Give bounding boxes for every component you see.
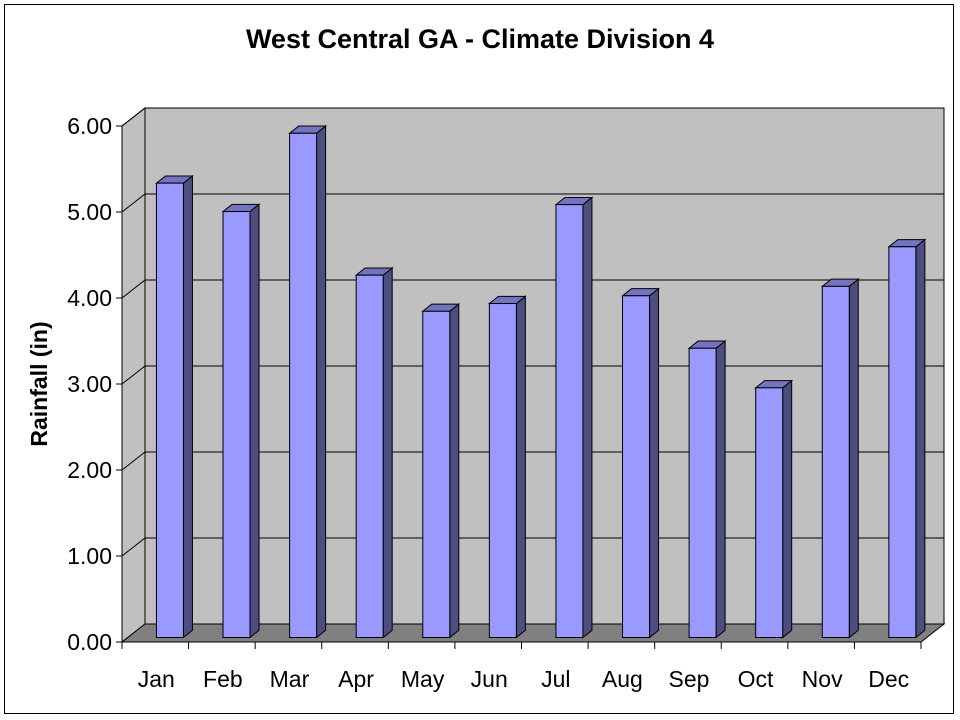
bar-side xyxy=(182,174,193,639)
bar-front xyxy=(555,204,584,638)
bar-side xyxy=(316,125,327,639)
bar xyxy=(554,196,594,639)
bar-front xyxy=(289,132,318,638)
bars xyxy=(155,125,927,639)
bar-side xyxy=(915,238,926,639)
gridlines xyxy=(121,107,944,557)
bar-side xyxy=(515,295,526,639)
x-tick-label: Apr xyxy=(338,666,374,692)
x-tick-label: Dec xyxy=(868,666,909,692)
gridline xyxy=(121,537,944,557)
y-tick-label: 0.00 xyxy=(67,629,112,655)
bar xyxy=(487,295,527,639)
bar xyxy=(887,238,927,639)
bar-front xyxy=(888,246,917,638)
gridline xyxy=(121,107,944,127)
bar-front xyxy=(422,310,451,638)
x-tick-label: Sep xyxy=(668,666,709,692)
x-tick-label: Jun xyxy=(471,666,508,692)
bar-side xyxy=(449,303,460,639)
x-tick-label: Jan xyxy=(138,666,175,692)
y-tick-label: 1.00 xyxy=(67,543,112,569)
x-tick-label: May xyxy=(401,666,445,692)
bar-side xyxy=(249,203,260,639)
x-tick-label: Mar xyxy=(270,666,310,692)
x-tick-label: Feb xyxy=(203,666,243,692)
bar-front xyxy=(688,347,717,638)
axes xyxy=(116,125,922,649)
y-tick-label: 6.00 xyxy=(67,113,112,139)
bar-front xyxy=(355,274,384,638)
chart-title: West Central GA - Climate Division 4 xyxy=(246,24,714,54)
bar xyxy=(354,266,394,639)
bar-side xyxy=(382,266,393,639)
bar xyxy=(687,340,727,639)
bar-side xyxy=(649,287,660,639)
bar xyxy=(288,125,328,639)
bar-front xyxy=(155,182,184,638)
bar-front xyxy=(488,303,517,638)
bar-side xyxy=(582,196,593,639)
y-tick-label: 5.00 xyxy=(67,199,112,225)
gridline xyxy=(121,279,944,299)
bar xyxy=(621,287,660,639)
bar xyxy=(155,174,194,639)
y-axis-label: Rainfall (in) xyxy=(26,321,52,446)
gridline xyxy=(121,451,944,471)
bar xyxy=(221,203,261,639)
x-tick-labels: Jan Feb Mar Apr May Jun Jul Aug Sep Oct Nov Dec xyxy=(138,666,909,692)
bar-front xyxy=(622,295,651,638)
bar-front xyxy=(755,387,784,638)
y-tick-labels: 0.00 1.00 2.00 3.00 4.00 5.00 6.00 xyxy=(67,113,112,655)
bar-front xyxy=(821,285,850,638)
chart-frame xyxy=(4,4,954,714)
bar-side xyxy=(782,379,793,639)
bar-side xyxy=(715,340,726,639)
x-tick-label: Jul xyxy=(541,666,570,692)
bar xyxy=(820,278,860,639)
x-tick-label: Oct xyxy=(738,666,774,692)
gridline xyxy=(121,365,944,385)
x-tick-label: Nov xyxy=(802,666,843,692)
bar xyxy=(754,379,794,639)
y-tick-label: 4.00 xyxy=(67,285,112,311)
bar xyxy=(421,303,461,639)
y-tick-label: 3.00 xyxy=(67,371,112,397)
gridline xyxy=(121,193,944,213)
x-tick-label: Aug xyxy=(602,666,643,692)
bar-side xyxy=(848,278,859,639)
bar-front xyxy=(222,211,251,639)
y-tick-label: 2.00 xyxy=(67,457,112,483)
